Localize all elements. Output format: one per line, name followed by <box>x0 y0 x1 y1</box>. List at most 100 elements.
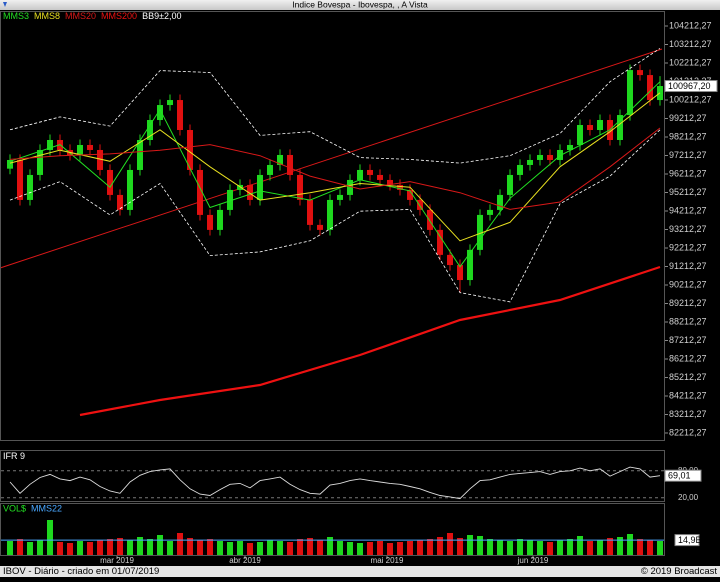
volume-bar <box>117 538 123 555</box>
candle-body <box>147 120 153 140</box>
window-icon[interactable] <box>3 2 7 7</box>
volume-bar <box>517 539 523 555</box>
volume-bar <box>407 541 413 555</box>
volume-bar <box>417 540 423 555</box>
y-tick-label: 20,00 <box>678 493 699 502</box>
x-tick-label: jun 2019 <box>517 556 549 565</box>
y-tick-label: 85212,27 <box>669 372 707 382</box>
candle-body <box>447 254 453 266</box>
volume-bar <box>197 540 203 555</box>
candle-body <box>267 164 273 175</box>
y-tick-label: 91212,27 <box>669 261 707 271</box>
volume-bar <box>7 541 13 555</box>
candle-body <box>377 174 383 180</box>
volume-bar <box>347 542 353 555</box>
volume-bar <box>97 540 103 555</box>
volume-bar <box>67 543 73 555</box>
ifr-last-label: 69,01 <box>668 471 691 481</box>
y-tick-label: 99212,27 <box>669 113 707 123</box>
volume-bar <box>577 536 583 555</box>
volume-bar <box>387 543 393 555</box>
volume-bar <box>637 539 643 555</box>
candle-body <box>247 184 253 200</box>
y-tick-label: 100212,27 <box>669 94 712 104</box>
y-tick-label: 89212,27 <box>669 298 707 308</box>
candle-body <box>637 70 643 76</box>
y-tick-label: 98212,27 <box>669 131 707 141</box>
y-tick-label: 95212,27 <box>669 187 707 197</box>
candle-body <box>327 199 333 230</box>
y-tick-label: 92212,27 <box>669 242 707 252</box>
volume-bar <box>377 541 383 555</box>
volume-bar <box>247 543 253 555</box>
ifr-last-label-box <box>664 469 702 482</box>
volume-bar <box>427 539 433 555</box>
volume-bar <box>487 539 493 555</box>
volume-bar <box>397 542 403 555</box>
candle-body <box>37 149 43 175</box>
candle-body <box>557 149 563 160</box>
panel-title: IFR 9 <box>3 451 25 461</box>
volume-bar <box>217 541 223 555</box>
volume-bar <box>287 542 293 555</box>
candle-body <box>507 174 513 195</box>
candle-body <box>467 249 473 281</box>
volume-bar <box>157 535 163 555</box>
volume-panel-frame <box>0 503 665 556</box>
candle-body <box>487 209 493 215</box>
candle-body <box>257 174 263 200</box>
candle-body <box>437 229 443 255</box>
volume-bar <box>547 542 553 555</box>
y-tick-label: 88212,27 <box>669 316 707 326</box>
volume-bar <box>237 541 243 555</box>
volume-bar <box>47 520 53 555</box>
candle-body <box>367 169 373 175</box>
volume-bar <box>617 537 623 555</box>
candle-body <box>17 159 23 200</box>
volume-bar <box>497 540 503 555</box>
x-tick-label: mai 2019 <box>371 556 404 565</box>
last-price-label-box <box>664 80 718 93</box>
volume-bar <box>437 537 443 555</box>
candle-body <box>317 224 323 230</box>
volume-bar <box>327 537 333 555</box>
volume-bar <box>127 540 133 555</box>
candle-body <box>127 169 133 210</box>
volume-bar <box>367 542 373 555</box>
y-tick-label: 87212,27 <box>669 335 707 345</box>
volume-bar <box>267 540 273 555</box>
volume-bar <box>457 538 463 555</box>
candle-body <box>417 199 423 210</box>
volume-bar <box>27 542 33 555</box>
candle-body <box>217 209 223 230</box>
volume-bar <box>277 541 283 555</box>
candle-body <box>577 125 583 145</box>
volume-average-label: 14,9B <box>678 535 702 545</box>
volume-bar <box>207 539 213 555</box>
volume-bar <box>647 540 653 555</box>
candle-body <box>337 194 343 200</box>
volume-bar <box>137 537 143 555</box>
candle-body <box>497 194 503 210</box>
candle-body <box>627 70 633 116</box>
volume-bar <box>317 540 323 555</box>
candle-body <box>87 144 93 150</box>
y-tick-label: 84212,27 <box>669 390 707 400</box>
candle-body <box>157 105 163 121</box>
candle-body <box>137 139 143 170</box>
candle-body <box>107 169 113 195</box>
volume-bar <box>57 542 63 555</box>
volume-bar <box>627 534 633 555</box>
y-tick-label: 103212,27 <box>669 39 712 49</box>
volume-bar <box>307 538 313 555</box>
volume-bar <box>537 541 543 555</box>
average-name: MMS22 <box>31 503 62 513</box>
y-tick-label: 97212,27 <box>669 150 707 160</box>
candle-body <box>167 100 173 106</box>
status-bar <box>0 566 720 577</box>
volume-bar <box>107 539 113 555</box>
volume-average-label-box <box>674 534 700 547</box>
